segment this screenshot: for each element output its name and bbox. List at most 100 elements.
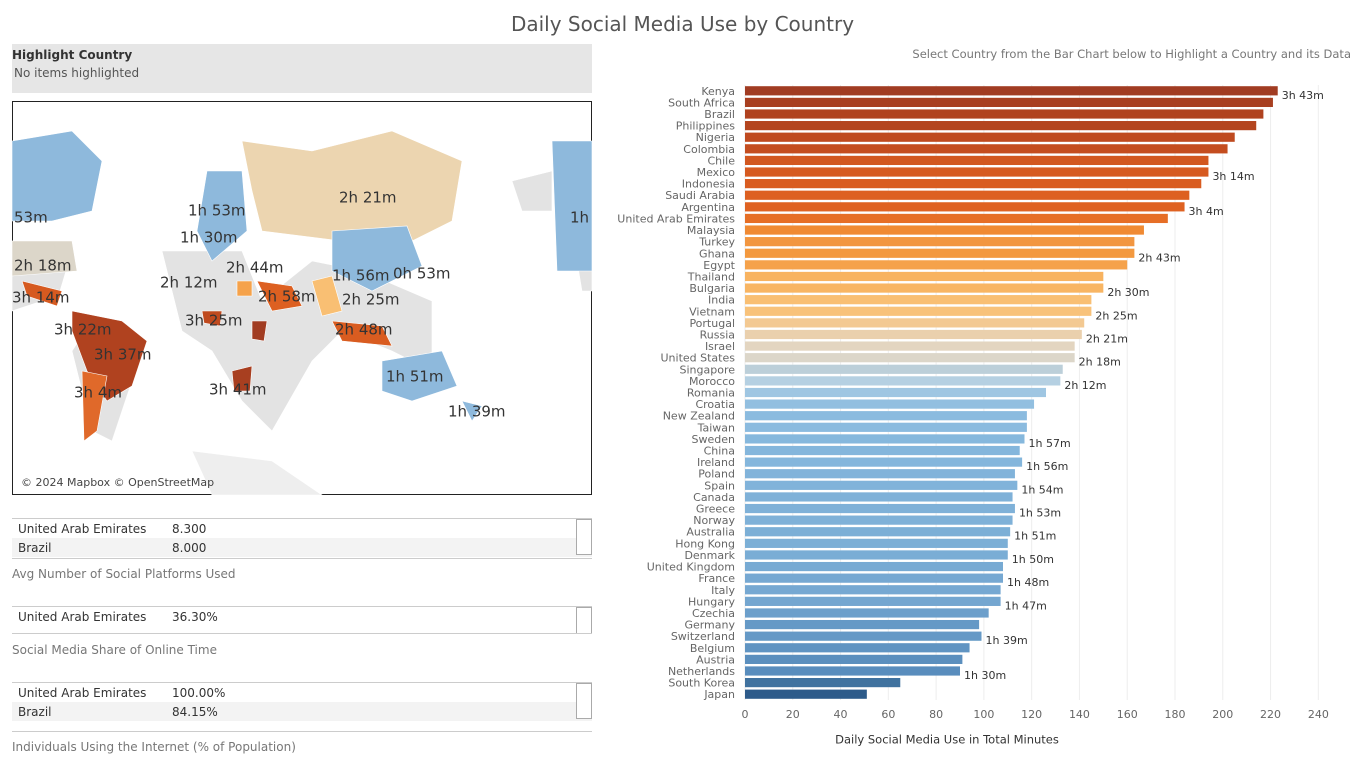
bar bbox=[745, 527, 1011, 537]
bar bbox=[745, 643, 970, 653]
y-tick-label: Turkey bbox=[698, 236, 735, 249]
bar bbox=[745, 550, 1008, 560]
y-tick-label: Russia bbox=[700, 328, 735, 341]
y-tick-label: Vietnam bbox=[689, 305, 735, 318]
bar bbox=[745, 585, 1001, 595]
y-tick-label: Portugal bbox=[689, 317, 735, 330]
bar bbox=[745, 190, 1190, 200]
bar bbox=[745, 248, 1135, 258]
bar bbox=[745, 202, 1185, 212]
bar bbox=[745, 364, 1063, 374]
y-tick-label: Argentina bbox=[681, 201, 735, 214]
table-row: United Arab Emirates 100.00% bbox=[12, 683, 592, 702]
y-tick-label: South Africa bbox=[668, 96, 735, 109]
scrollbar bbox=[576, 607, 592, 633]
y-tick-label: Kenya bbox=[701, 85, 735, 98]
bar bbox=[745, 480, 1018, 490]
table-caption: Social Media Share of Online Time bbox=[12, 643, 217, 657]
map-label: 2h 25m bbox=[342, 291, 400, 309]
bar bbox=[745, 283, 1104, 293]
y-tick-label: Nigeria bbox=[696, 131, 735, 144]
y-tick-label: Malaysia bbox=[687, 224, 735, 237]
table-cell: 36.30% bbox=[172, 610, 218, 624]
bar bbox=[745, 677, 901, 688]
map-label: 2h 12m bbox=[160, 274, 218, 292]
y-tick-label: Hong Kong bbox=[675, 537, 735, 550]
x-tick-label: 200 bbox=[1212, 708, 1233, 721]
y-tick-label: Switzerland bbox=[671, 630, 735, 643]
map-label: 2h 58m bbox=[258, 288, 316, 306]
x-tick-label: 240 bbox=[1308, 708, 1329, 721]
map-label: 1h bbox=[570, 209, 589, 227]
table[interactable]: United Arab Emirates 100.00% Brazil 84.15% bbox=[12, 682, 592, 732]
y-tick-label: Mexico bbox=[697, 166, 736, 179]
table[interactable]: United Arab Emirates 36.30% bbox=[12, 606, 592, 634]
x-tick-label: 180 bbox=[1165, 708, 1186, 721]
bar bbox=[745, 225, 1144, 235]
value-label: 1h 39m bbox=[986, 634, 1028, 647]
y-tick-label: Chile bbox=[707, 154, 735, 167]
bar bbox=[745, 341, 1075, 351]
y-tick-label: Sweden bbox=[692, 433, 735, 446]
bar bbox=[745, 155, 1209, 166]
map-label: 1h 51m bbox=[386, 368, 444, 386]
y-tick-label: Croatia bbox=[695, 398, 735, 411]
value-label: 1h 56m bbox=[1026, 460, 1068, 473]
x-tick-label: 220 bbox=[1260, 708, 1281, 721]
map-label: 1h 56m bbox=[332, 267, 390, 285]
bar bbox=[745, 179, 1202, 189]
value-label: 1h 47m bbox=[1005, 599, 1047, 612]
table-cell: United Arab Emirates bbox=[18, 522, 147, 536]
bar bbox=[745, 353, 1075, 363]
land bbox=[12, 130, 592, 495]
y-tick-label: Italy bbox=[711, 584, 735, 597]
table-cell: Brazil bbox=[18, 541, 52, 555]
bar bbox=[745, 434, 1025, 444]
map-label: 3h 41m bbox=[209, 381, 267, 399]
bar bbox=[745, 260, 1128, 270]
map-label: 3h 14m bbox=[12, 289, 70, 307]
highlight-placeholder: No items highlighted bbox=[14, 66, 140, 80]
y-tick-label: Netherlands bbox=[668, 665, 735, 678]
table-cell: 8.000 bbox=[172, 541, 207, 555]
table-cell: 84.15% bbox=[172, 705, 218, 719]
bar bbox=[745, 503, 1015, 514]
table-row: United Arab Emirates 8.300 bbox=[12, 519, 592, 538]
bar bbox=[745, 237, 1135, 247]
bar bbox=[745, 271, 1104, 282]
highlight-panel[interactable]: Highlight Country No items highlighted bbox=[12, 44, 592, 93]
value-label: 2h 30m bbox=[1107, 286, 1149, 299]
bar bbox=[745, 666, 960, 676]
x-tick-label: 140 bbox=[1069, 708, 1090, 721]
map[interactable]: 2h 21m 1h 53m 1h 30m 2h 44m 2h 18m 2h 12m 1h 5… bbox=[12, 101, 592, 495]
y-tick-label: Philippines bbox=[676, 120, 736, 133]
y-tick-label: Germany bbox=[684, 619, 735, 632]
x-tick-label: 40 bbox=[834, 708, 848, 721]
bar bbox=[745, 295, 1092, 305]
map-label: 3h 37m bbox=[94, 346, 152, 364]
map-label: 3h 25m bbox=[185, 312, 243, 330]
value-label: 2h 43m bbox=[1138, 251, 1180, 264]
table-cell: 8.300 bbox=[172, 522, 207, 536]
map-label: 2h 18m bbox=[14, 257, 72, 275]
x-tick-label: 100 bbox=[973, 708, 994, 721]
map-label: 1h 39m bbox=[448, 403, 506, 421]
bar bbox=[745, 492, 1013, 502]
value-label: 3h 4m bbox=[1189, 205, 1224, 218]
y-tick-label: Australia bbox=[686, 526, 735, 539]
bar bbox=[745, 97, 1273, 108]
value-label: 1h 48m bbox=[1007, 576, 1049, 589]
bar-chart[interactable]: 0 20 40 60 80 100 120 140 160 180 200 220 240 Daily S… bbox=[600, 70, 1365, 767]
map-label: 53m bbox=[14, 209, 48, 227]
table[interactable]: United Arab Emirates 8.300 Brazil 8.000 bbox=[12, 518, 592, 559]
y-tick-label: Denmark bbox=[684, 549, 735, 562]
bar bbox=[745, 654, 963, 664]
map-attribution: © 2024 Mapbox © OpenStreetMap bbox=[21, 476, 214, 489]
map-label: 2h 48m bbox=[335, 321, 393, 339]
y-tick-label: Hungary bbox=[688, 595, 735, 608]
bar bbox=[745, 411, 1027, 421]
map-label: 3h 22m bbox=[54, 321, 112, 339]
bar bbox=[745, 538, 1008, 548]
y-tick-label: Romania bbox=[687, 387, 735, 400]
bar bbox=[745, 619, 980, 630]
